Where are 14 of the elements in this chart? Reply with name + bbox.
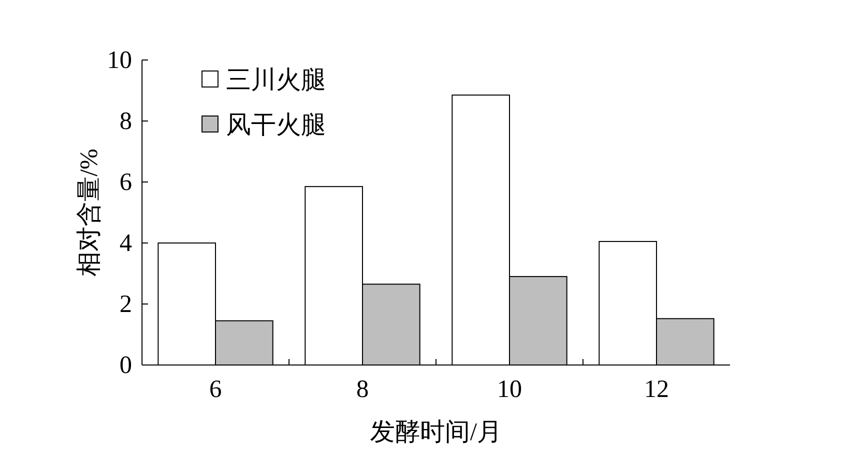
y-tick-label: 4 <box>120 230 132 257</box>
x-axis-title: 发酵时间/月 <box>370 419 502 446</box>
legend-label: 三川火腿 <box>226 67 326 94</box>
x-tick-label: 12 <box>644 376 669 403</box>
y-tick-label: 6 <box>120 169 132 196</box>
y-tick-label: 8 <box>120 108 132 135</box>
y-tick-label: 2 <box>120 291 132 318</box>
x-tick-label: 10 <box>497 376 522 403</box>
legend-label: 风干火腿 <box>226 112 326 139</box>
y-tick-label: 0 <box>120 352 132 379</box>
x-tick-label: 6 <box>209 376 222 403</box>
x-tick-label: 8 <box>356 376 369 403</box>
y-tick-label: 10 <box>107 47 132 74</box>
y-axis-title: 相对含量/% <box>76 148 103 276</box>
